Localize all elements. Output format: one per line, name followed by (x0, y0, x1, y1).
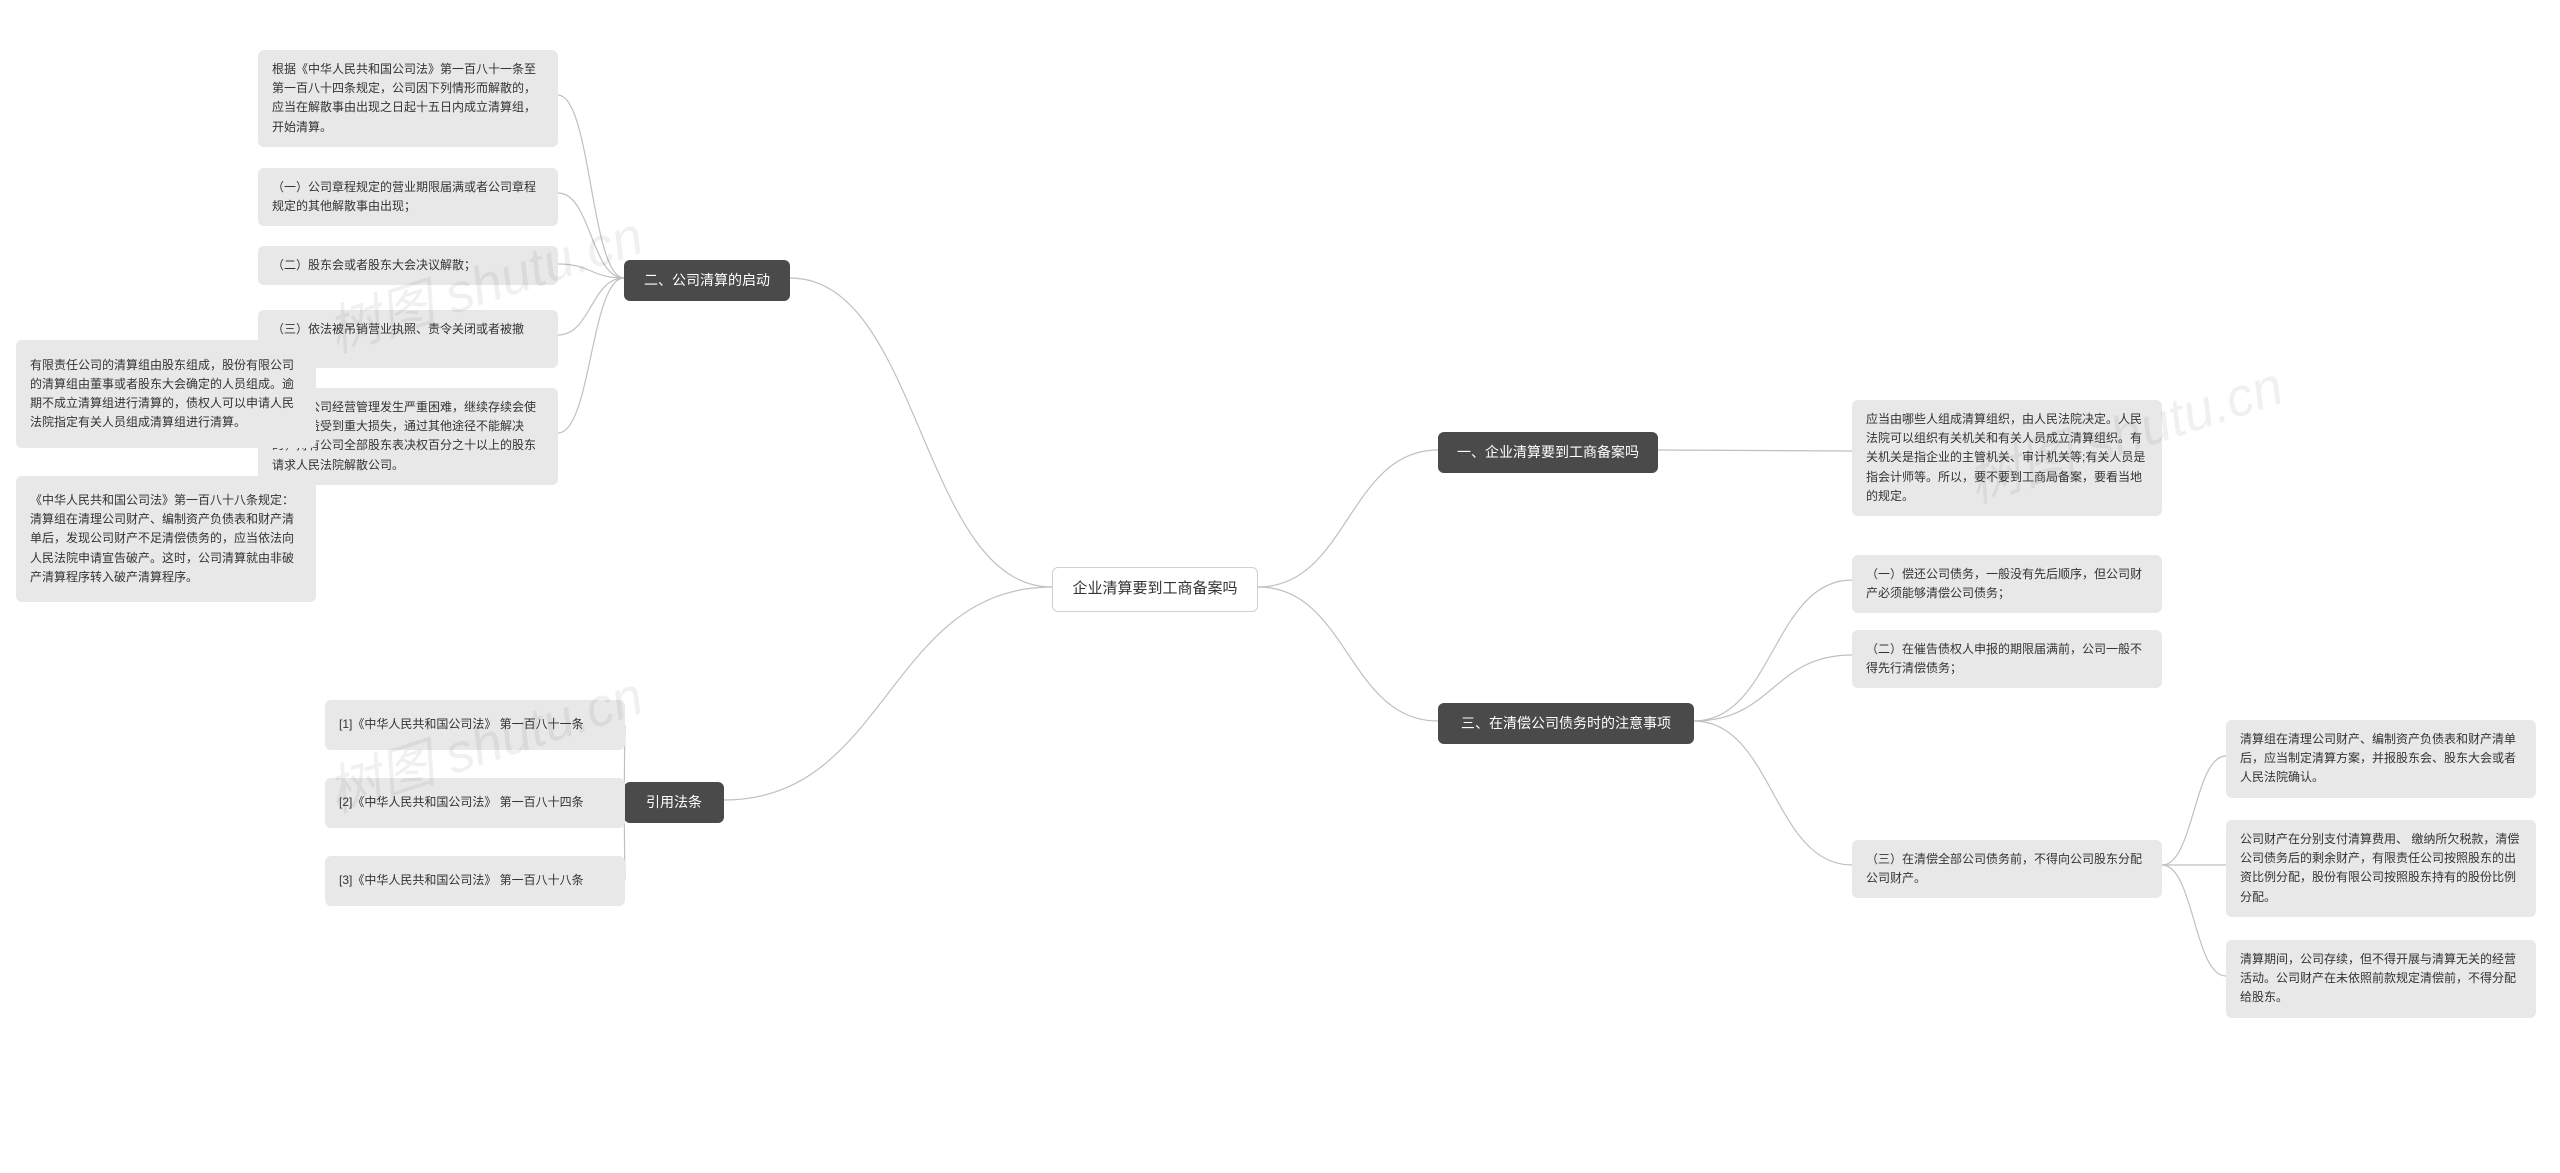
leaf-left-0-1: （一）公司章程规定的营业期限届满或者公司章程规定的其他解散事由出现； (258, 168, 558, 226)
leaf-left-1-2-label: [3]《中华人民共和国公司法》 第一百八十八条 (339, 871, 584, 890)
leaf-left-0-4-0: 有限责任公司的清算组由股东组成，股份有限公司的清算组由董事或者股东大会确定的人员… (16, 340, 316, 448)
leaf-left-1-0-label: [1]《中华人民共和国公司法》 第一百八十一条 (339, 715, 584, 734)
leaf-right-0-0-label: 应当由哪些人组成清算组织，由人民法院决定。人民法院可以组织有关机关和有关人员成立… (1866, 410, 2148, 506)
leaf-left-1-1-label: [2]《中华人民共和国公司法》 第一百八十四条 (339, 793, 584, 812)
branch-left-0: 二、公司清算的启动 (624, 260, 790, 301)
leaf-right-1-2-2-label: 清算期间，公司存续，但不得开展与清算无关的经营活动。公司财产在未依照前款规定清偿… (2240, 950, 2522, 1008)
leaf-right-1-1-label: （二）在催告债权人申报的期限届满前，公司一般不得先行清偿债务； (1866, 640, 2148, 678)
leaf-left-1-0: [1]《中华人民共和国公司法》 第一百八十一条 (325, 700, 625, 750)
leaf-left-0-4-1: 《中华人民共和国公司法》第一百八十八条规定：清算组在清理公司财产、编制资产负债表… (16, 476, 316, 602)
leaf-right-1-2-1-label: 公司财产在分别支付清算费用、 缴纳所欠税款，清偿公司债务后的剩余财产，有限责任公… (2240, 830, 2522, 907)
leaf-left-0-0-label: 根据《中华人民共和国公司法》第一百八十一条至第一百八十四条规定，公司因下列情形而… (272, 60, 544, 137)
leaf-right-1-0: （一）偿还公司债务，一般没有先后顺序，但公司财产必须能够清偿公司债务； (1852, 555, 2162, 613)
leaf-left-0-2-label: （二）股东会或者股东大会决议解散； (272, 256, 476, 275)
leaf-left-1-1: [2]《中华人民共和国公司法》 第一百八十四条 (325, 778, 625, 828)
branch-left-0-label: 二、公司清算的启动 (644, 270, 770, 291)
leaf-right-1-2-label: （三）在清偿全部公司债务前，不得向公司股东分配公司财产。 (1866, 850, 2148, 888)
leaf-left-0-0: 根据《中华人民共和国公司法》第一百八十一条至第一百八十四条规定，公司因下列情形而… (258, 50, 558, 147)
leaf-left-0-4-0-label: 有限责任公司的清算组由股东组成，股份有限公司的清算组由董事或者股东大会确定的人员… (30, 356, 302, 433)
branch-right-1-label: 三、在清偿公司债务时的注意事项 (1461, 713, 1671, 734)
leaf-left-0-1-label: （一）公司章程规定的营业期限届满或者公司章程规定的其他解散事由出现； (272, 178, 544, 216)
branch-right-0: 一、企业清算要到工商备案吗 (1438, 432, 1658, 473)
leaf-left-0-2: （二）股东会或者股东大会决议解散； (258, 246, 558, 285)
leaf-right-1-1: （二）在催告债权人申报的期限届满前，公司一般不得先行清偿债务； (1852, 630, 2162, 688)
leaf-right-1-2: （三）在清偿全部公司债务前，不得向公司股东分配公司财产。 (1852, 840, 2162, 898)
leaf-right-1-2-0: 清算组在清理公司财产、编制资产负债表和财产清单后，应当制定清算方案，并报股东会、… (2226, 720, 2536, 798)
branch-left-1: 引用法条 (624, 782, 724, 823)
leaf-right-1-2-1: 公司财产在分别支付清算费用、 缴纳所欠税款，清偿公司债务后的剩余财产，有限责任公… (2226, 820, 2536, 917)
branch-left-1-label: 引用法条 (646, 792, 702, 813)
branch-right-0-label: 一、企业清算要到工商备案吗 (1457, 442, 1639, 463)
leaf-right-1-2-0-label: 清算组在清理公司财产、编制资产负债表和财产清单后，应当制定清算方案，并报股东会、… (2240, 730, 2522, 788)
root-node-label: 企业清算要到工商备案吗 (1072, 578, 1237, 601)
leaf-right-0-0: 应当由哪些人组成清算组织，由人民法院决定。人民法院可以组织有关机关和有关人员成立… (1852, 400, 2162, 516)
leaf-right-1-2-2: 清算期间，公司存续，但不得开展与清算无关的经营活动。公司财产在未依照前款规定清偿… (2226, 940, 2536, 1018)
leaf-right-1-0-label: （一）偿还公司债务，一般没有先后顺序，但公司财产必须能够清偿公司债务； (1866, 565, 2148, 603)
leaf-left-1-2: [3]《中华人民共和国公司法》 第一百八十八条 (325, 856, 625, 906)
root-node: 企业清算要到工商备案吗 (1052, 567, 1258, 612)
branch-right-1: 三、在清偿公司债务时的注意事项 (1438, 703, 1694, 744)
leaf-left-0-4-1-label: 《中华人民共和国公司法》第一百八十八条规定：清算组在清理公司财产、编制资产负债表… (30, 491, 302, 587)
